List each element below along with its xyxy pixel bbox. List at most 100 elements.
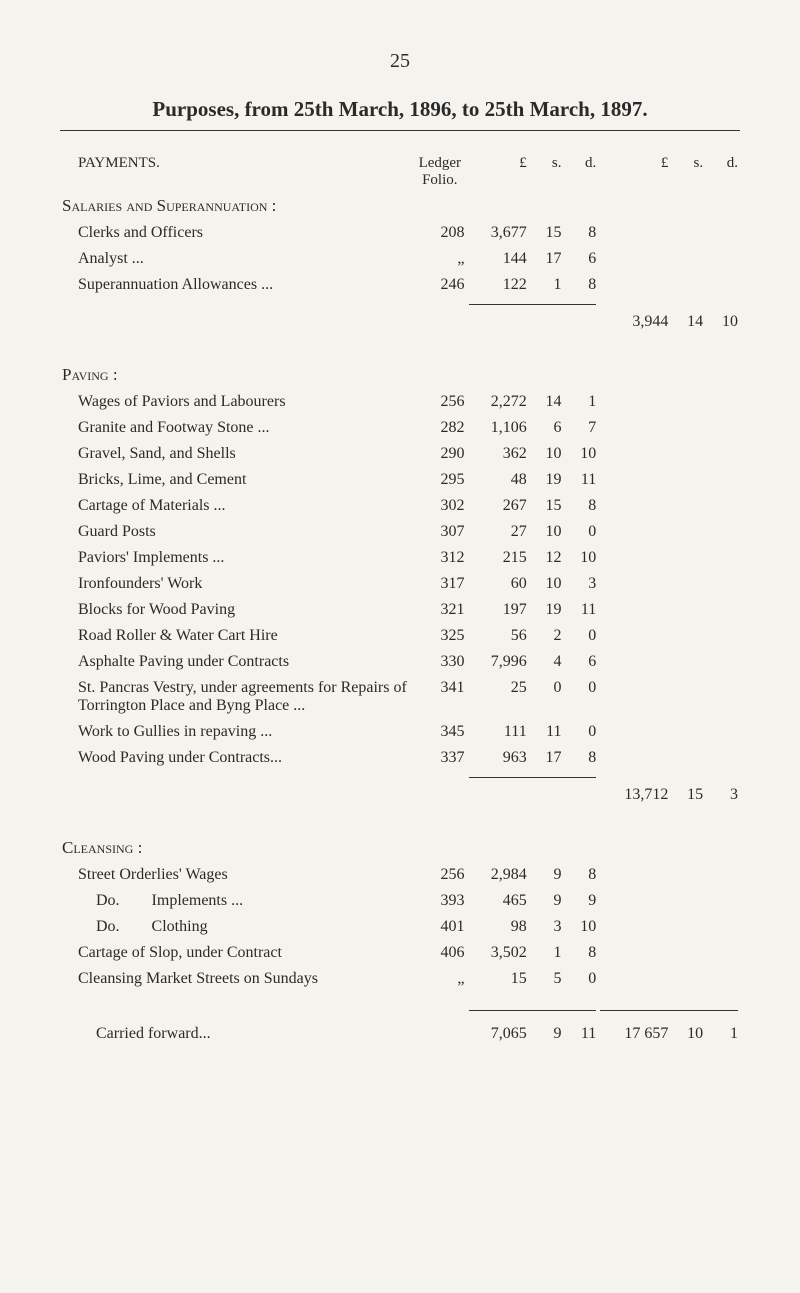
- row-desc: Wood Paving under Contracts...: [60, 745, 413, 771]
- header-pound-1: £: [467, 151, 529, 192]
- table-row: Analyst ... „ 144 17 6: [60, 246, 740, 272]
- table-row: Road Roller & Water Cart Hire3255620: [60, 623, 740, 649]
- page-title: Purposes, from 25th March, 1896, to 25th…: [60, 97, 740, 122]
- row-folio: 312: [413, 545, 466, 571]
- header-s-2: s.: [670, 151, 705, 192]
- row-d: 0: [564, 675, 599, 719]
- row-folio: „: [413, 966, 466, 992]
- row-d: 0: [564, 719, 599, 745]
- subtotal-s: 14: [670, 309, 705, 335]
- row-folio: 406: [413, 940, 466, 966]
- row-desc: Do. Clothing: [60, 914, 413, 940]
- table-row: Cartage of Slop, under Contract4063,5021…: [60, 940, 740, 966]
- row-l: 111: [467, 719, 529, 745]
- table-row: Bricks, Lime, and Cement295481911: [60, 467, 740, 493]
- row-desc: Do. Implements ...: [60, 888, 413, 914]
- row-desc: Cartage of Materials ...: [60, 493, 413, 519]
- header-d-1: d.: [564, 151, 599, 192]
- row-d: 10: [564, 545, 599, 571]
- paving-heading: Paving :: [60, 361, 413, 389]
- carried-right-s: 10: [670, 1015, 705, 1047]
- table-row: Wages of Paviors and Labourers2562,27214…: [60, 389, 740, 415]
- row-l: 60: [467, 571, 529, 597]
- row-folio: 256: [413, 389, 466, 415]
- row-l: 465: [467, 888, 529, 914]
- row-d: 3: [564, 571, 599, 597]
- subtotal-d: 10: [705, 309, 740, 335]
- table-row: St. Pancras Vestry, under agreements for…: [60, 675, 740, 719]
- table-row: Cleansing Market Streets on Sundays„1550: [60, 966, 740, 992]
- table-row: Paviors' Implements ...3122151210: [60, 545, 740, 571]
- table-row: Blocks for Wood Paving3211971911: [60, 597, 740, 623]
- row-s: 0: [529, 675, 564, 719]
- row-l: 3,502: [467, 940, 529, 966]
- row-d: 8: [564, 220, 599, 246]
- row-folio: 393: [413, 888, 466, 914]
- row-s: 6: [529, 415, 564, 441]
- row-folio: 325: [413, 623, 466, 649]
- subtotal-d: 3: [705, 782, 740, 808]
- row-s: 1: [529, 272, 564, 298]
- table-row: Ironfounders' Work31760103: [60, 571, 740, 597]
- subtotal-rule-row: [60, 298, 740, 309]
- row-l: 2,272: [467, 389, 529, 415]
- subtotal-l: 3,944: [598, 309, 670, 335]
- row-d: 8: [564, 940, 599, 966]
- section-heading-row: Salaries and Superannuation :: [60, 192, 740, 220]
- row-s: 4: [529, 649, 564, 675]
- row-s: 10: [529, 441, 564, 467]
- row-desc: Clerks and Officers: [60, 220, 413, 246]
- row-s: 17: [529, 745, 564, 771]
- row-desc: Wages of Paviors and Labourers: [60, 389, 413, 415]
- row-folio: 307: [413, 519, 466, 545]
- carried-forward-row: Carried forward... 7,065 9 11 17 657 10 …: [60, 1015, 740, 1047]
- carried-left-d: 11: [564, 1015, 599, 1047]
- row-l: 122: [467, 272, 529, 298]
- row-d: 8: [564, 862, 599, 888]
- row-folio: 295: [413, 467, 466, 493]
- row-s: 11: [529, 719, 564, 745]
- row-s: 10: [529, 571, 564, 597]
- table-row: Gravel, Sand, and Shells2903621010: [60, 441, 740, 467]
- row-d: 11: [564, 467, 599, 493]
- row-s: 9: [529, 888, 564, 914]
- row-l: 362: [467, 441, 529, 467]
- row-d: 10: [564, 914, 599, 940]
- row-l: 267: [467, 493, 529, 519]
- row-l: 25: [467, 675, 529, 719]
- row-s: 14: [529, 389, 564, 415]
- row-desc: Analyst ...: [60, 246, 413, 272]
- row-d: 11: [564, 597, 599, 623]
- row-desc: Ironfounders' Work: [60, 571, 413, 597]
- row-desc: Cartage of Slop, under Contract: [60, 940, 413, 966]
- row-d: 6: [564, 649, 599, 675]
- row-l: 1,106: [467, 415, 529, 441]
- row-folio: 282: [413, 415, 466, 441]
- header-payments: PAYMENTS.: [60, 151, 413, 192]
- subtotal-row: 13,712 15 3: [60, 782, 740, 808]
- row-s: 17: [529, 246, 564, 272]
- row-folio: 341: [413, 675, 466, 719]
- row-l: 144: [467, 246, 529, 272]
- row-desc: St. Pancras Vestry, under agreements for…: [60, 675, 413, 719]
- table-header-row: PAYMENTS. Ledger Folio. £ s. d. £ s. d.: [60, 151, 740, 192]
- row-desc: Superannuation Allowances ...: [60, 272, 413, 298]
- header-ledger-folio: Ledger Folio.: [413, 151, 466, 192]
- row-folio: 256: [413, 862, 466, 888]
- header-d-2: d.: [705, 151, 740, 192]
- row-desc: Bricks, Lime, and Cement: [60, 467, 413, 493]
- row-s: 15: [529, 220, 564, 246]
- row-l: 3,677: [467, 220, 529, 246]
- row-folio: „: [413, 246, 466, 272]
- row-desc: Gravel, Sand, and Shells: [60, 441, 413, 467]
- row-s: 10: [529, 519, 564, 545]
- row-d: 8: [564, 493, 599, 519]
- row-l: 2,984: [467, 862, 529, 888]
- table-row: Street Orderlies' Wages2562,98498: [60, 862, 740, 888]
- row-s: 15: [529, 493, 564, 519]
- table-row: Guard Posts30727100: [60, 519, 740, 545]
- row-l: 197: [467, 597, 529, 623]
- carried-left-l: 7,065: [467, 1015, 529, 1047]
- row-folio: 246: [413, 272, 466, 298]
- cleansing-heading: Cleansing :: [60, 834, 413, 862]
